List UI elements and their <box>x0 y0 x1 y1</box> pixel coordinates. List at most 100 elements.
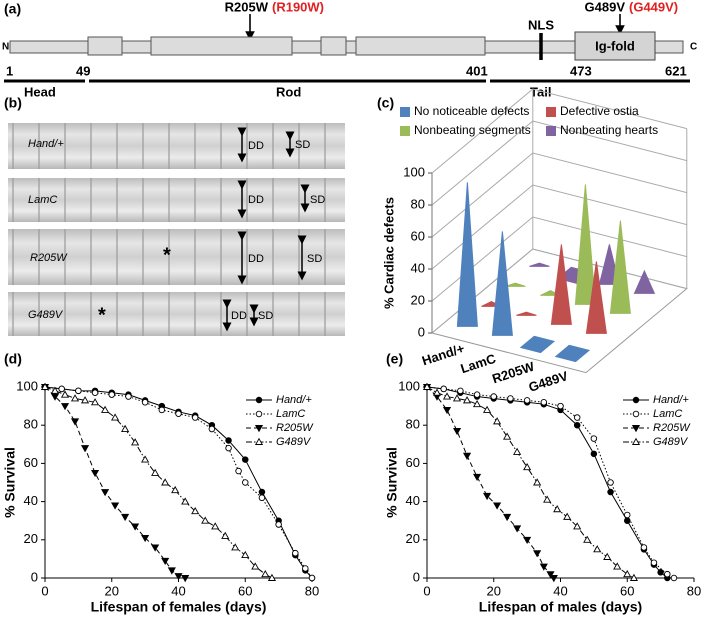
point <box>251 562 260 570</box>
coil-box <box>320 36 347 56</box>
legend-label: R205W <box>276 422 314 434</box>
point <box>225 444 232 452</box>
coil-box <box>150 36 293 56</box>
survival-line <box>426 386 635 579</box>
point <box>80 445 90 453</box>
point <box>513 447 522 455</box>
point <box>171 485 180 494</box>
point <box>452 394 462 402</box>
point <box>624 511 631 519</box>
point <box>573 522 582 530</box>
point <box>613 562 622 570</box>
point <box>40 382 50 390</box>
cone <box>456 182 478 327</box>
point <box>640 544 648 551</box>
point <box>90 398 100 406</box>
dd-label: DD <box>248 140 264 152</box>
point <box>58 385 65 393</box>
point <box>543 495 552 503</box>
point <box>523 463 532 471</box>
x-axis-label: Lifespan of females (days) <box>91 599 267 615</box>
point <box>457 387 464 395</box>
point <box>452 427 462 436</box>
point <box>261 569 270 578</box>
mmode-strip: LamC DD SD <box>8 178 345 222</box>
point <box>158 406 166 414</box>
point <box>483 492 492 501</box>
y-tick-label: 0 <box>413 569 420 584</box>
point <box>533 550 542 558</box>
x-tick-label: 80 <box>687 583 701 598</box>
point <box>211 522 220 530</box>
genotype-label: Hand/+ <box>28 138 64 150</box>
x-tick-label: 0 <box>41 583 48 598</box>
point <box>493 502 502 510</box>
survival-line <box>44 386 186 579</box>
point <box>161 478 170 486</box>
point <box>292 549 299 557</box>
point <box>208 425 216 433</box>
point <box>623 569 632 578</box>
point <box>490 393 498 400</box>
legend-marker <box>632 410 640 418</box>
terminus: N <box>2 42 9 53</box>
legend-label: G489V <box>653 436 689 448</box>
legend-marker <box>631 425 641 433</box>
mmode-strip: G489V * DD SD <box>8 292 345 336</box>
point <box>175 410 182 417</box>
point <box>472 399 482 408</box>
point <box>191 506 200 515</box>
point <box>80 396 90 404</box>
nls-label: NLS <box>528 17 554 32</box>
x-tick-label: 20 <box>487 583 501 598</box>
legend-swatch <box>546 107 556 117</box>
y-tick-label: 100 <box>403 164 425 179</box>
y-tick-label: 20 <box>406 531 420 546</box>
mutation-alias: (G449V) <box>629 0 678 14</box>
flat-cone <box>554 344 591 363</box>
point <box>201 516 210 524</box>
domain-label: Ig-fold <box>595 38 635 53</box>
point <box>513 525 522 533</box>
legend-label: LamC <box>653 408 682 420</box>
position: 49 <box>76 63 90 78</box>
point <box>573 421 581 429</box>
x-tick-label: 60 <box>238 583 252 598</box>
point <box>111 413 120 421</box>
point <box>70 394 80 402</box>
point <box>629 573 638 581</box>
point <box>302 565 309 572</box>
legend-marker <box>255 410 263 418</box>
point <box>462 452 472 460</box>
point <box>473 391 481 398</box>
y-tick-label: 0 <box>418 324 425 339</box>
cone <box>609 220 631 314</box>
point <box>108 391 115 398</box>
position: 1 <box>6 63 13 78</box>
point <box>91 389 99 396</box>
point <box>308 574 316 582</box>
point <box>549 575 558 583</box>
point <box>657 569 664 576</box>
point <box>607 488 614 496</box>
point <box>553 505 562 513</box>
legend-marker <box>632 396 640 404</box>
point <box>181 575 190 583</box>
y-axis-label: % Survival <box>384 447 400 518</box>
panel-label: (d) <box>4 351 22 367</box>
y-tick-label: 80 <box>411 196 425 211</box>
legend-label: No noticeable defects <box>414 104 529 118</box>
point <box>507 395 514 402</box>
legend-swatch <box>546 126 556 136</box>
point <box>101 405 110 413</box>
point <box>483 405 492 413</box>
survival-line <box>426 386 675 579</box>
point <box>121 513 130 522</box>
position: 401 <box>466 63 488 78</box>
sd-label: SD <box>295 139 310 151</box>
point <box>221 531 230 539</box>
point <box>241 479 249 486</box>
dd-label: DD <box>248 194 264 206</box>
point <box>573 414 581 421</box>
y-tick-label: 20 <box>24 531 38 546</box>
